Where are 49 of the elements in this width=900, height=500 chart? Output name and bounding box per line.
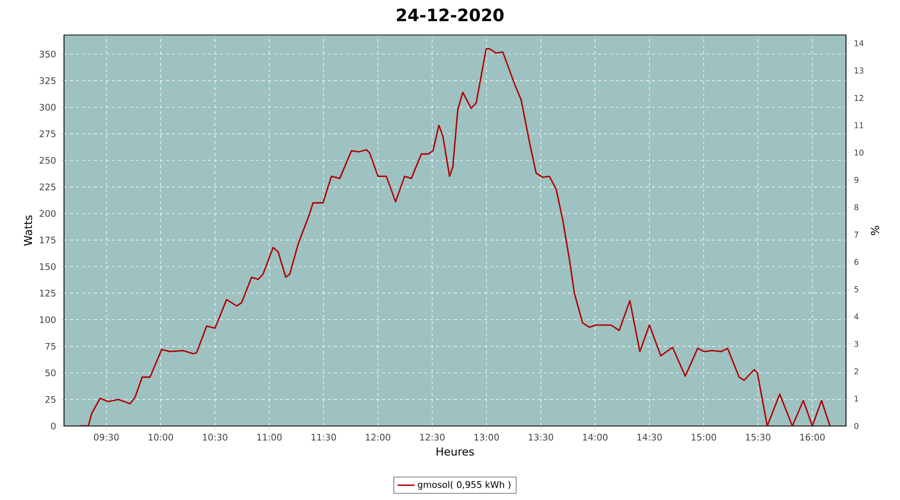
x-tick-label: 16:00 <box>800 434 825 441</box>
y2-axis-title: % <box>870 226 880 236</box>
y-tick-label: 100 <box>40 316 56 324</box>
y-tick-label: 175 <box>40 236 56 244</box>
y2-tick-label: 0 <box>854 422 858 430</box>
x-tick-label: 12:00 <box>366 434 390 441</box>
y-tick-label: 350 <box>40 50 56 58</box>
x-tick-label: 10:30 <box>202 434 228 441</box>
y2-tick-label: 11 <box>854 122 864 128</box>
y2-tick-label: 10 <box>854 150 864 156</box>
y2-tick-label: 13 <box>854 68 864 74</box>
x-tick-label: 10:00 <box>148 434 174 441</box>
y-tick-label: 325 <box>40 77 56 84</box>
x-tick-label: 11:00 <box>257 434 282 441</box>
y2-tick-label: 5 <box>854 286 858 292</box>
y-tick-label: 75 <box>45 342 56 350</box>
x-tick-label: 12:30 <box>420 434 445 441</box>
y2-tick-label: 7 <box>854 232 858 238</box>
x-tick-label: 13:30 <box>528 434 554 441</box>
x-tick-label: 15:30 <box>746 434 770 441</box>
y2-tick-label: 2 <box>854 368 858 374</box>
x-tick-label: 14:30 <box>637 434 662 441</box>
y-tick-label: 25 <box>45 396 56 403</box>
y-axis-title: Watts <box>24 215 32 246</box>
x-axis-title: Heures <box>436 447 474 456</box>
y2-tick-label: 12 <box>854 94 864 101</box>
y-tick-label: 125 <box>40 290 56 297</box>
y-tick-label: 0 <box>51 422 56 430</box>
y-tick-label: 200 <box>40 210 56 217</box>
y2-tick-label: 14 <box>854 40 864 46</box>
y-tick-label: 300 <box>40 104 56 111</box>
x-tick-label: 09:30 <box>94 434 119 441</box>
y-tick-label: 275 <box>40 130 56 138</box>
x-tick-label: 11:30 <box>312 434 336 441</box>
y2-tick-label: 6 <box>854 258 858 265</box>
chart-title: 24-12-2020 <box>396 8 504 22</box>
x-tick-label: 15:00 <box>692 434 716 441</box>
y-tick-label: 250 <box>40 156 56 164</box>
y-tick-label: 150 <box>40 263 56 270</box>
y2-tick-label: 3 <box>854 340 858 347</box>
x-tick-label: 13:00 <box>474 434 499 441</box>
y-tick-label: 225 <box>40 184 56 190</box>
y2-tick-label: 4 <box>854 314 858 320</box>
x-tick-label: 14:00 <box>583 434 608 441</box>
y2-tick-label: 8 <box>854 204 858 210</box>
y-tick-label: 50 <box>45 369 56 376</box>
y2-tick-label: 9 <box>854 176 858 183</box>
y2-tick-label: 1 <box>854 396 858 402</box>
legend-label: gmosol( 0,955 kWh ) <box>418 481 510 490</box>
